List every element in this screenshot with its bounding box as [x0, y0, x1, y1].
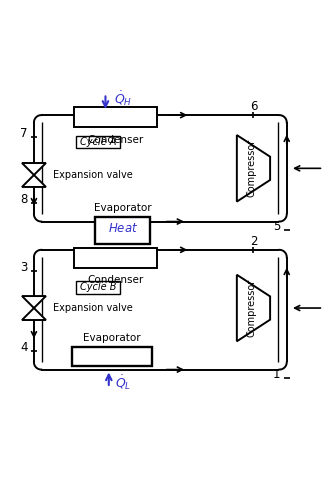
Text: 4: 4 — [20, 341, 28, 354]
Text: 3: 3 — [20, 261, 28, 275]
Text: Expansion valve: Expansion valve — [52, 170, 132, 180]
Polygon shape — [22, 175, 46, 187]
Bar — [75, 281, 121, 294]
Polygon shape — [22, 163, 46, 175]
Text: $\dot{Q}_L$: $\dot{Q}_L$ — [116, 373, 132, 391]
Bar — [75, 136, 121, 148]
Polygon shape — [22, 296, 46, 308]
Bar — [72, 347, 152, 366]
Polygon shape — [237, 135, 270, 202]
Text: Compressor: Compressor — [247, 279, 257, 337]
Text: Compressor: Compressor — [247, 139, 257, 198]
Polygon shape — [22, 308, 46, 320]
Text: Condenser: Condenser — [87, 135, 144, 145]
Polygon shape — [237, 275, 270, 341]
Text: 5: 5 — [273, 220, 281, 233]
Text: $\mathit{Heat}$: $\mathit{Heat}$ — [108, 222, 138, 235]
Text: $\dot{Q}_H$: $\dot{Q}_H$ — [114, 89, 132, 108]
Text: 8: 8 — [20, 193, 28, 206]
Text: Evaporator: Evaporator — [83, 333, 141, 343]
Text: 7: 7 — [20, 127, 28, 140]
Text: Condenser: Condenser — [87, 276, 144, 285]
Text: 2: 2 — [250, 235, 257, 248]
Bar — [96, 217, 150, 244]
Bar — [74, 248, 157, 268]
Text: Expansion valve: Expansion valve — [52, 303, 132, 313]
Text: 1: 1 — [273, 368, 281, 381]
Bar — [74, 107, 157, 127]
Text: Cycle A: Cycle A — [80, 137, 116, 147]
Text: Evaporator: Evaporator — [94, 203, 152, 213]
Text: Cycle B: Cycle B — [80, 282, 116, 292]
Text: 6: 6 — [250, 100, 257, 113]
